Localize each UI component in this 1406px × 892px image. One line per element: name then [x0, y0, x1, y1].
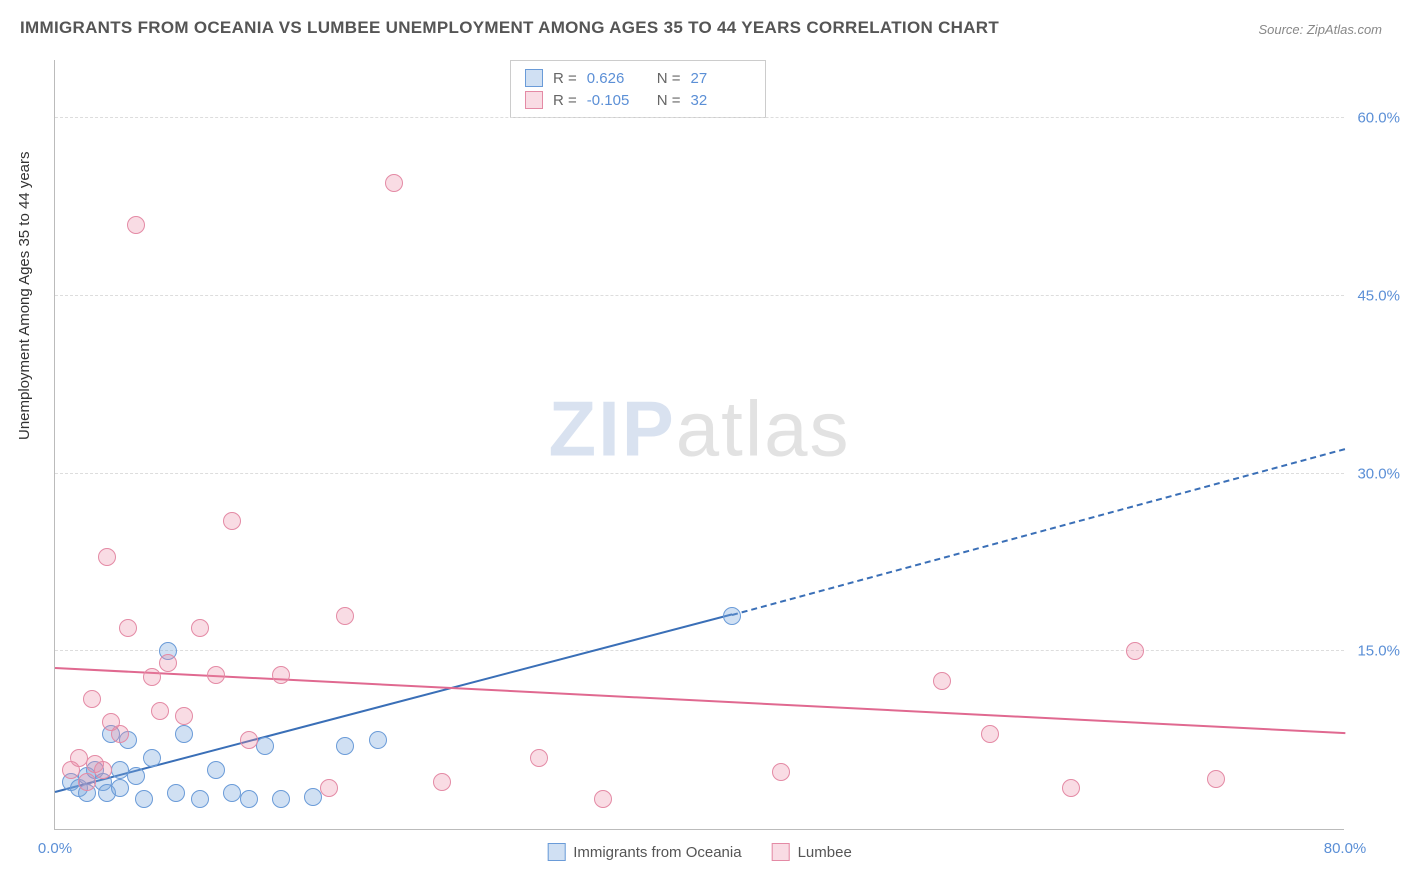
- data-point: [127, 767, 145, 785]
- data-point: [385, 174, 403, 192]
- data-point: [256, 737, 274, 755]
- data-point: [207, 666, 225, 684]
- data-point: [175, 707, 193, 725]
- data-point: [159, 654, 177, 672]
- y-tick-label: 15.0%: [1357, 643, 1400, 660]
- watermark-thin: atlas: [676, 385, 851, 473]
- y-tick-label: 60.0%: [1357, 110, 1400, 127]
- legend-label: Immigrants from Oceania: [573, 844, 741, 861]
- r-label: R =: [553, 92, 577, 109]
- data-point: [127, 216, 145, 234]
- data-point: [723, 607, 741, 625]
- n-label: N =: [657, 70, 681, 87]
- x-tick-label: 80.0%: [1324, 840, 1367, 857]
- data-point: [530, 749, 548, 767]
- legend-item: Lumbee: [772, 843, 852, 861]
- data-point: [119, 619, 137, 637]
- data-point: [98, 548, 116, 566]
- legend-item: Immigrants from Oceania: [547, 843, 741, 861]
- data-point: [1126, 642, 1144, 660]
- chart-title: IMMIGRANTS FROM OCEANIA VS LUMBEE UNEMPL…: [20, 18, 999, 38]
- data-point: [933, 672, 951, 690]
- data-point: [1207, 770, 1225, 788]
- data-point: [594, 790, 612, 808]
- trend-line: [55, 667, 1345, 734]
- data-point: [191, 619, 209, 637]
- data-point: [94, 761, 112, 779]
- data-point: [135, 790, 153, 808]
- legend-label: Lumbee: [798, 844, 852, 861]
- data-point: [369, 731, 387, 749]
- source-attribution: Source: ZipAtlas.com: [1258, 22, 1382, 37]
- stats-row: R = -0.105 N = 32: [525, 89, 751, 111]
- x-tick-label: 0.0%: [38, 840, 72, 857]
- data-point: [167, 784, 185, 802]
- y-axis-label: Unemployment Among Ages 35 to 44 years: [16, 151, 33, 440]
- data-point: [83, 690, 101, 708]
- legend: Immigrants from Oceania Lumbee: [547, 843, 852, 861]
- data-point: [111, 779, 129, 797]
- series-swatch-icon: [525, 91, 543, 109]
- gridline: [55, 473, 1344, 474]
- watermark-bold: ZIP: [548, 385, 675, 473]
- data-point: [175, 725, 193, 743]
- data-point: [981, 725, 999, 743]
- data-point: [240, 731, 258, 749]
- data-point: [143, 749, 161, 767]
- r-label: R =: [553, 70, 577, 87]
- gridline: [55, 650, 1344, 651]
- y-tick-label: 45.0%: [1357, 287, 1400, 304]
- r-value: 0.626: [587, 70, 647, 87]
- data-point: [207, 761, 225, 779]
- data-point: [191, 790, 209, 808]
- data-point: [1062, 779, 1080, 797]
- data-point: [272, 666, 290, 684]
- correlation-stats-box: R = 0.626 N = 27 R = -0.105 N = 32: [510, 60, 766, 118]
- gridline: [55, 117, 1344, 118]
- y-tick-label: 30.0%: [1357, 465, 1400, 482]
- data-point: [304, 788, 322, 806]
- data-point: [772, 763, 790, 781]
- data-point: [272, 790, 290, 808]
- series-swatch-icon: [525, 69, 543, 87]
- n-label: N =: [657, 92, 681, 109]
- legend-swatch-icon: [772, 843, 790, 861]
- data-point: [240, 790, 258, 808]
- data-point: [111, 725, 129, 743]
- data-point: [143, 668, 161, 686]
- data-point: [223, 512, 241, 530]
- legend-swatch-icon: [547, 843, 565, 861]
- n-value: 27: [691, 70, 751, 87]
- scatter-plot-area: ZIPatlas R = 0.626 N = 27 R = -0.105 N =…: [54, 60, 1344, 830]
- stats-row: R = 0.626 N = 27: [525, 67, 751, 89]
- data-point: [336, 607, 354, 625]
- gridline: [55, 295, 1344, 296]
- n-value: 32: [691, 92, 751, 109]
- data-point: [151, 702, 169, 720]
- data-point: [78, 773, 96, 791]
- data-point: [336, 737, 354, 755]
- r-value: -0.105: [587, 92, 647, 109]
- watermark: ZIPatlas: [548, 384, 850, 475]
- data-point: [320, 779, 338, 797]
- data-point: [433, 773, 451, 791]
